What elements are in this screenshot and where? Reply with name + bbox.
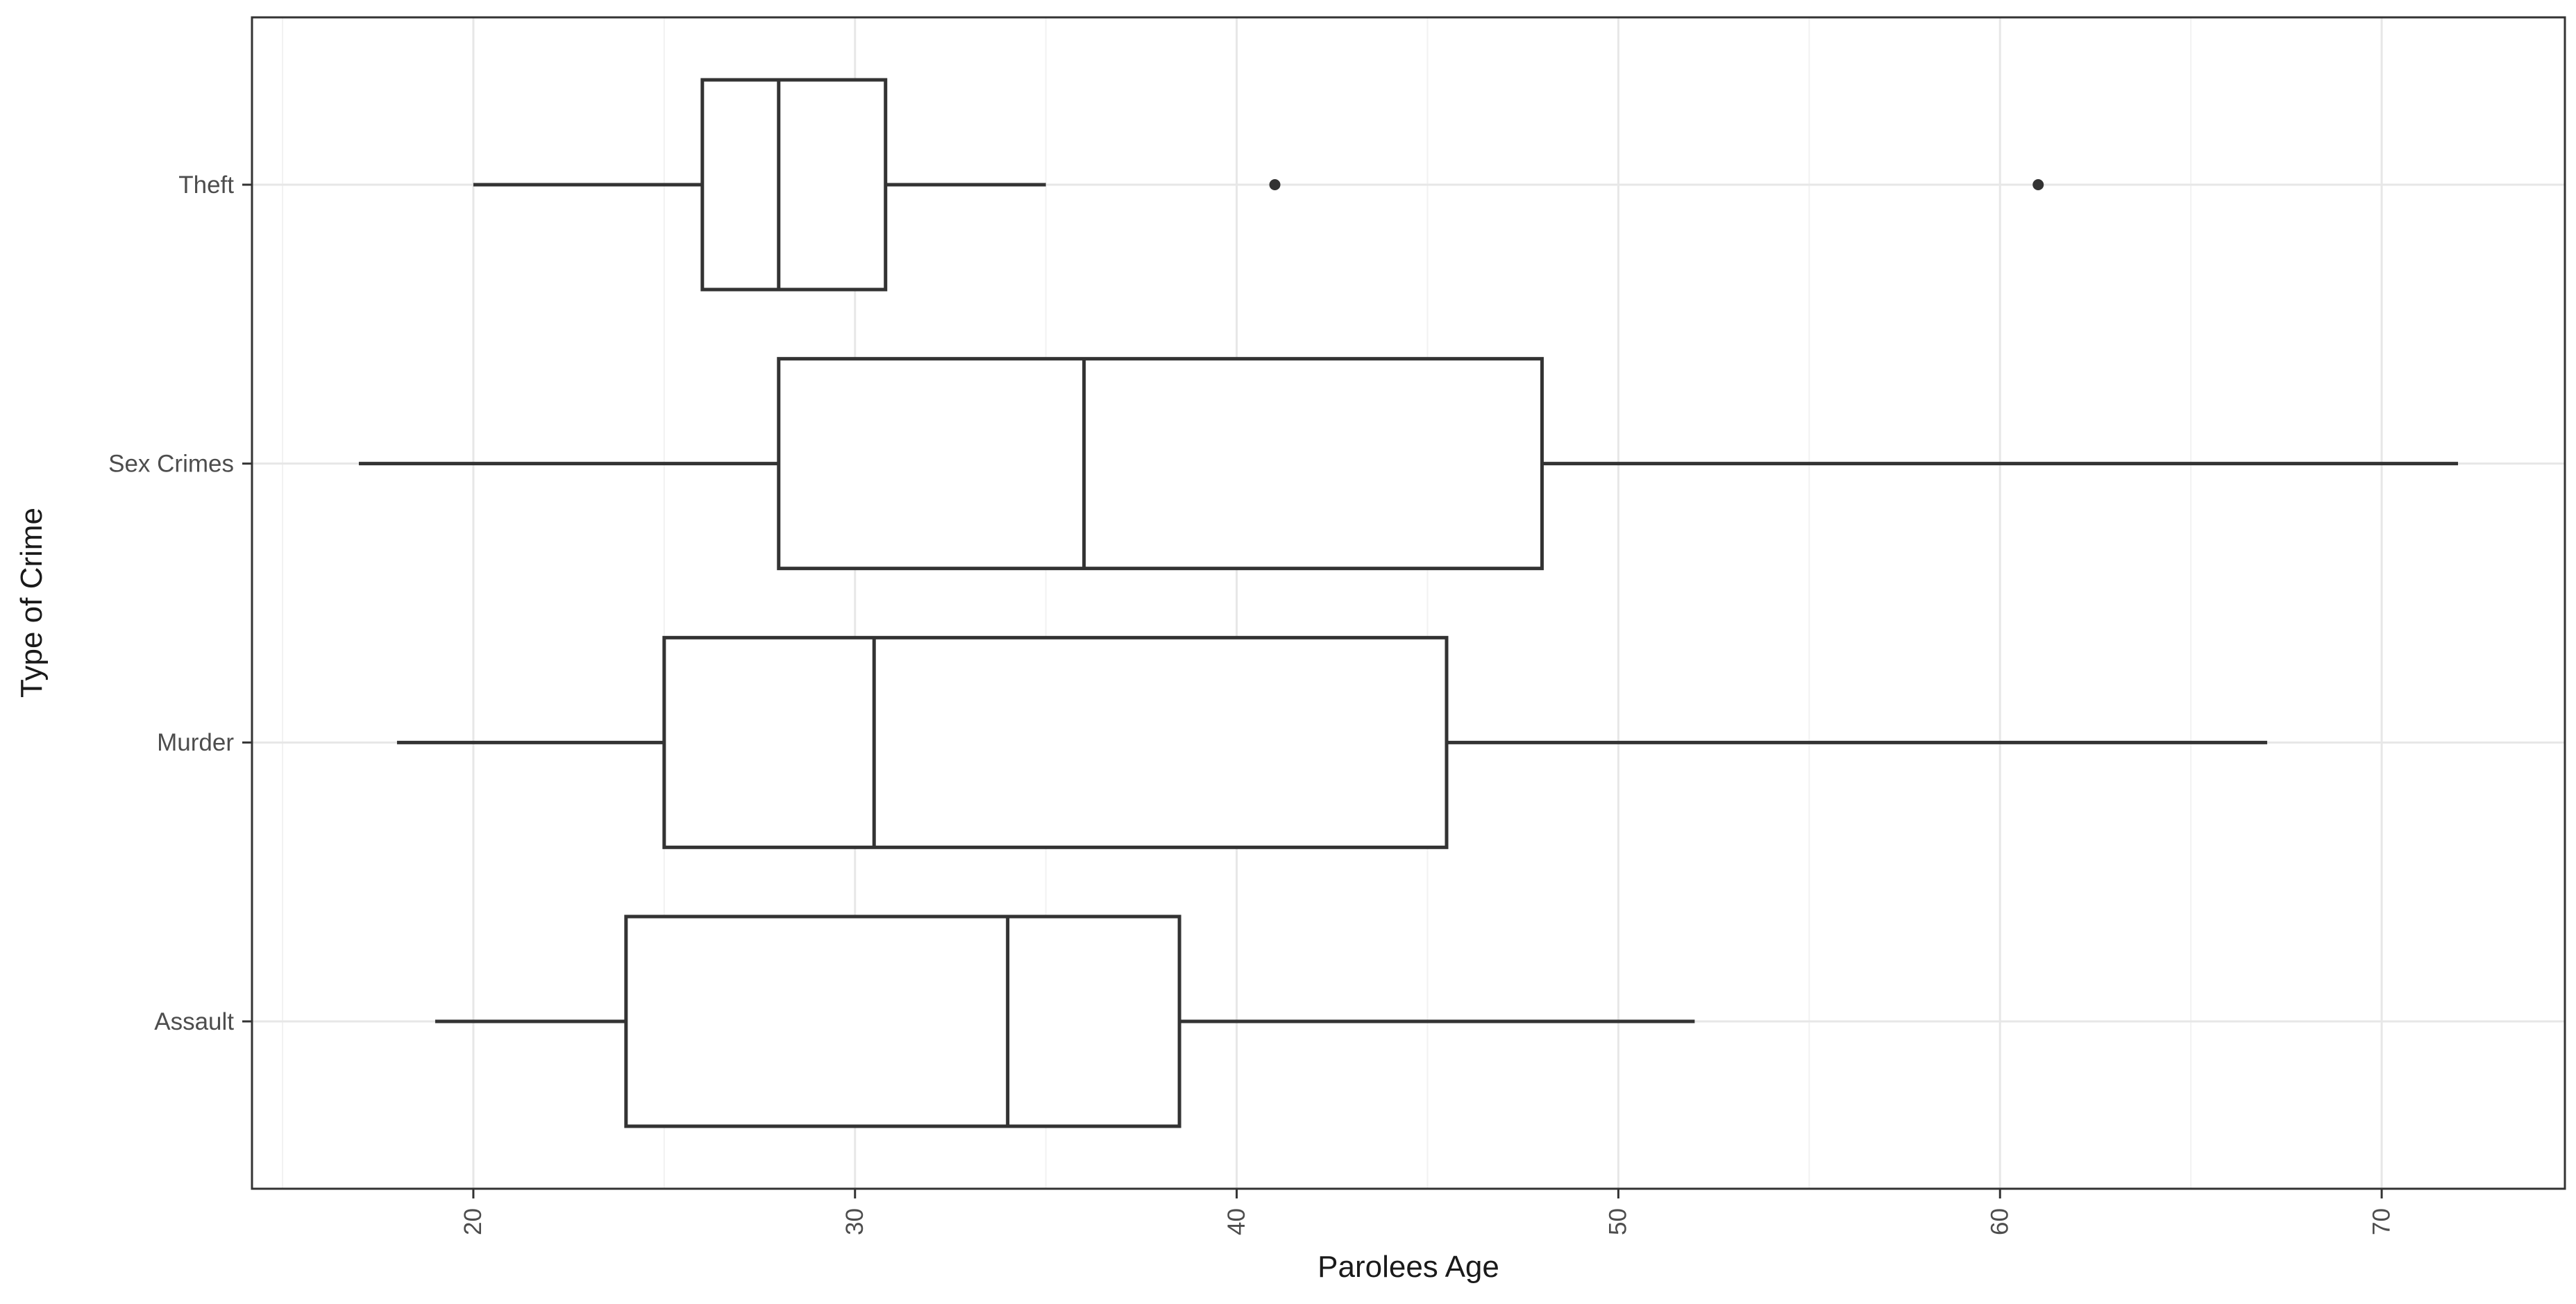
x-tick-label: 60 <box>1986 1208 2013 1235</box>
x-tick-label: 70 <box>2368 1208 2395 1235</box>
box-sex-crimes <box>777 357 1544 571</box>
y-axis-title: Type of Crime <box>15 508 49 698</box>
box-assault <box>624 914 1181 1128</box>
box-theft <box>700 78 888 292</box>
outlier-point-theft <box>2032 179 2044 190</box>
panel-border <box>251 16 2566 1190</box>
x-axis-title: Parolees Age <box>1318 1250 1499 1284</box>
x-tick-label: 50 <box>1605 1208 1632 1235</box>
x-tick-label: 20 <box>460 1208 487 1235</box>
y-category-label-theft: Theft <box>178 172 234 199</box>
box-murder <box>662 635 1449 849</box>
x-tick-label: 40 <box>1223 1208 1250 1235</box>
y-category-label-murder: Murder <box>157 729 234 756</box>
y-category-label-sex-crimes: Sex Crimes <box>108 451 234 478</box>
x-tick-label: 30 <box>841 1208 868 1235</box>
panel-background <box>252 17 2565 1189</box>
y-category-label-assault: Assault <box>154 1008 234 1035</box>
outlier-point-theft <box>1269 179 1281 190</box>
